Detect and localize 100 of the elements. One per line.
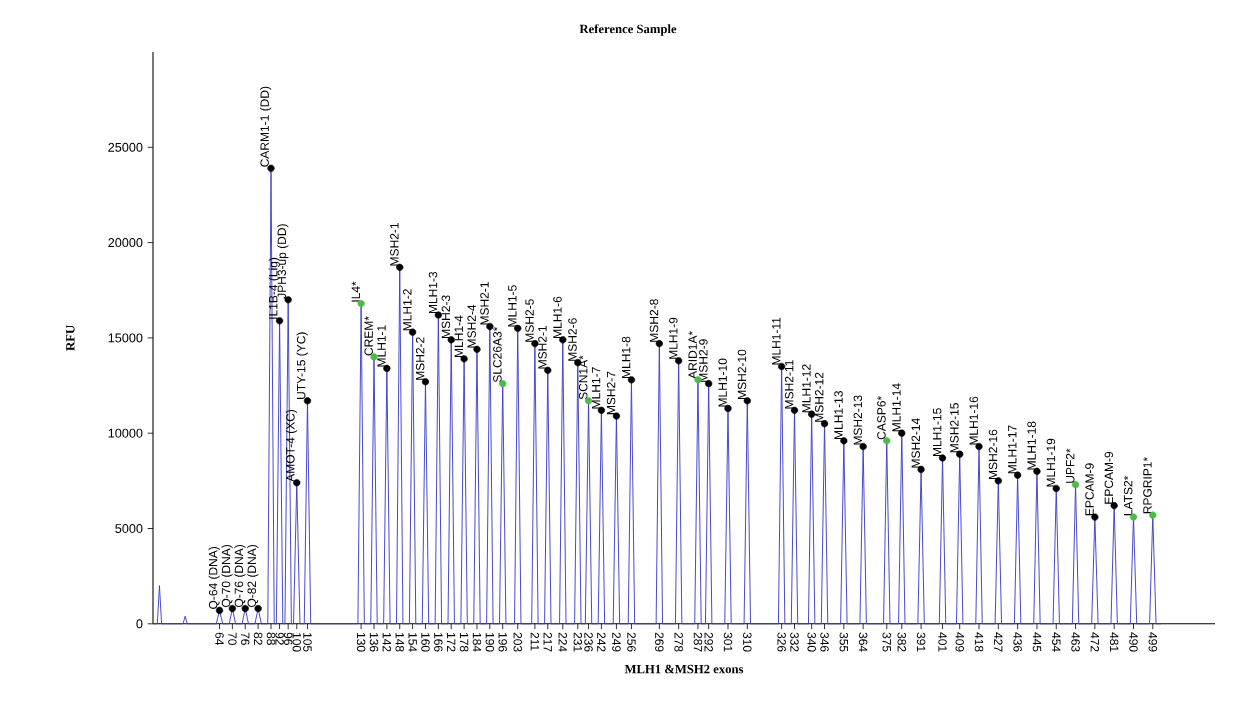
x-tick-label: 490 [1129, 632, 1138, 652]
annotation: Q-82 (DNA) [247, 545, 259, 608]
annotation: MLH1-7 [591, 367, 601, 409]
x-tick-label: 499 [1148, 632, 1158, 652]
y-tick-label: 0 [136, 619, 143, 629]
x-tick-label: 130 [356, 632, 366, 652]
annotation: Q-76 (DNA) [234, 545, 246, 608]
x-tick-label: 391 [916, 632, 926, 652]
x-tick-label: 292 [704, 632, 713, 652]
x-tick-label: 418 [974, 632, 984, 652]
x-tick-label: 242 [597, 632, 606, 652]
x-tick-label: 310 [743, 632, 752, 652]
y-tick-label: 20000 [108, 238, 143, 248]
annotation: MLH1-19 [1046, 438, 1056, 487]
annotation: ARID1A* [688, 331, 697, 379]
annotation: MLH1-18 [1027, 421, 1036, 470]
annotation: MSH2-13 [853, 395, 863, 445]
chart-title: Reference Sample [579, 24, 677, 36]
annotation: MLH1-11 [772, 317, 781, 365]
x-tick-label: 436 [1013, 632, 1022, 652]
annotation: AMOT-4 (XC) [285, 409, 298, 482]
annotation: MSH2-12 [814, 372, 824, 422]
x-tick-label: 231 [573, 632, 583, 652]
annotation: UTY-15 (YC) [296, 332, 308, 399]
annotation: MLH1-4 [454, 315, 463, 357]
annotation: RPGRIP1* [1143, 457, 1152, 514]
x-tick-label: 190 [485, 632, 495, 652]
annotation: MSH2-1 [390, 223, 399, 266]
y-tick-label: 10000 [108, 428, 143, 438]
x-tick-label: 105 [303, 632, 312, 652]
x-tick-label: 224 [558, 632, 567, 652]
y-tick-label: 15000 [108, 333, 143, 343]
x-tick-label: 100 [292, 632, 301, 652]
x-tick-label: 249 [612, 632, 621, 652]
x-axis-title: MLH1 &MSH2 exons [624, 664, 744, 674]
x-tick-label: 172 [447, 632, 456, 652]
point [499, 380, 507, 388]
x-tick-label: 196 [498, 632, 507, 652]
annotation: MLH1-5 [508, 285, 517, 327]
x-tick-label: 142 [382, 632, 392, 652]
annotation: Q-64 (DNA) [208, 546, 220, 609]
x-tick-label: 92 [275, 632, 284, 645]
x-tick-label: 409 [955, 632, 964, 652]
annotation: MLH1-12 [802, 364, 811, 413]
x-tick-label: 481 [1109, 632, 1119, 652]
x-tick-label: 203 [513, 632, 522, 652]
x-tick-label: 160 [421, 632, 430, 652]
x-tick-label: 82 [253, 632, 263, 645]
x-tick-label: 472 [1090, 632, 1100, 652]
annotation: MLH1-3 [428, 271, 438, 314]
x-tick-label: 136 [369, 632, 379, 652]
point [840, 437, 848, 445]
annotation: MSH2-6 [568, 318, 577, 361]
annotation: SLC26A3* [493, 326, 502, 383]
x-tick-label: 88 [266, 632, 276, 645]
x-tick-label: 346 [820, 632, 829, 652]
annotation: SCN1A* [578, 355, 588, 400]
annotation: MLH1-10 [718, 358, 727, 407]
annotation: EPCAM-9 [1104, 451, 1114, 504]
annotation: MLH1-14 [892, 383, 901, 432]
annotation: MSH2-5 [525, 299, 534, 342]
x-tick-label: 184 [472, 632, 482, 652]
point [303, 397, 312, 405]
annotation: MSH2-16 [988, 429, 998, 479]
point [559, 336, 567, 344]
annotation: MSH2-7 [606, 371, 616, 415]
annotation: CARM1-1 (DD) [260, 86, 272, 167]
x-tick-label: 332 [790, 632, 799, 652]
x-tick-label: 64 [215, 632, 224, 646]
x-tick-label: 301 [723, 632, 733, 652]
annotation: MLH1-6 [553, 296, 562, 338]
x-tick-label: 154 [408, 632, 417, 652]
annotation: MLH1-2 [403, 289, 412, 331]
annotation: MSH2-10 [737, 349, 747, 399]
x-tick-label: 70 [228, 632, 237, 645]
x-tick-label: 178 [459, 632, 469, 652]
annotation: MSH2-2 [415, 337, 425, 380]
y-axis-title: RFU [66, 325, 75, 351]
annotation: MLH1-13 [834, 391, 843, 439]
point [705, 380, 713, 388]
annotation: MSH2-9 [699, 339, 708, 382]
annotation: EPCAM-9 [1085, 463, 1094, 516]
x-tick-label: 326 [777, 632, 786, 652]
x-tick-label: 355 [839, 632, 849, 652]
x-tick-label: 340 [807, 632, 816, 652]
annotation: MSH2-1 [538, 325, 547, 369]
annotation: LATS2* [1123, 475, 1133, 516]
x-tick-label: 445 [1032, 632, 1042, 652]
x-tick-label: 401 [938, 632, 947, 652]
x-tick-label: 211 [530, 632, 540, 651]
annotation: MLH1-1 [377, 325, 386, 367]
x-tick-label: 148 [395, 632, 404, 652]
x-tick-label: 217 [543, 632, 552, 652]
annotation: MSH2-3 [441, 295, 451, 338]
point [267, 164, 275, 172]
x-tick-label: 256 [627, 632, 636, 652]
x-tick-label: 166 [434, 632, 443, 652]
annotation: MSH2-14 [911, 418, 921, 468]
annotation: MLH1-9 [669, 317, 678, 359]
annotation: MLH1-17 [1008, 425, 1017, 474]
